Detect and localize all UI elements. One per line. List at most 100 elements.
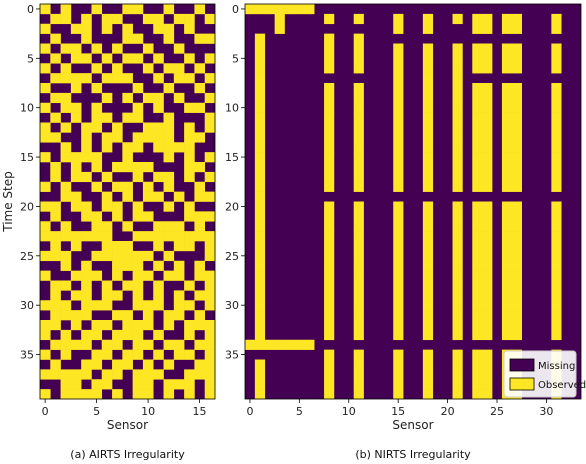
heatmap-cell: [472, 132, 483, 143]
heatmap-cell: [254, 73, 266, 84]
heatmap-cell: [40, 250, 51, 262]
heatmap-cell: [452, 162, 463, 173]
heatmap-cell: [472, 142, 483, 153]
heatmap-cell: [501, 112, 513, 123]
heatmap-cell: [40, 270, 51, 281]
heatmap-cell: [452, 349, 463, 360]
heatmap-cell: [353, 231, 364, 242]
heatmap-cell: [472, 280, 483, 291]
heatmap-cell: [184, 122, 195, 133]
heatmap-cell: [551, 102, 562, 113]
heatmap-cell: [254, 132, 266, 143]
heatmap-cell: [511, 171, 522, 183]
heatmap-cell: [101, 280, 113, 291]
heatmap-cell: [324, 231, 335, 242]
heatmap-cell: [81, 53, 92, 64]
heatmap-cell: [91, 152, 103, 163]
heatmap-cell: [132, 389, 144, 400]
heatmap-cell: [81, 300, 92, 311]
heatmap-cell: [254, 4, 266, 15]
heatmap-cell: [184, 231, 195, 242]
y-tick-label: 0: [27, 3, 34, 16]
heatmap-cell: [472, 221, 483, 232]
heatmap-cell: [50, 132, 61, 143]
heatmap-cell: [482, 63, 493, 74]
heatmap-cell: [551, 23, 562, 34]
heatmap-cell: [60, 181, 72, 192]
heatmap-cell: [153, 23, 164, 34]
heatmap-cell: [501, 231, 513, 242]
heatmap-cell: [511, 221, 522, 232]
heatmap-cell: [153, 13, 164, 25]
heatmap-cell: [501, 162, 513, 173]
heatmap-cell: [50, 250, 61, 262]
heatmap-cell: [142, 270, 154, 281]
heatmap-cell: [50, 13, 61, 25]
heatmap-cell: [122, 73, 133, 84]
panel-caption: (a) AIRTS Irregularity: [70, 448, 185, 461]
heatmap-cell: [482, 379, 493, 390]
heatmap-cell: [132, 83, 144, 94]
heatmap-cell: [393, 280, 404, 291]
heatmap-cell: [324, 53, 335, 64]
heatmap-cell: [324, 112, 335, 123]
heatmap-cell: [70, 379, 82, 390]
heatmap-cell: [194, 63, 205, 74]
heatmap-cell: [254, 171, 266, 183]
heatmap-cell: [324, 221, 335, 232]
heatmap-cell: [184, 53, 195, 64]
heatmap-cell: [422, 171, 434, 183]
heatmap-cell: [50, 53, 61, 64]
heatmap-cell: [482, 221, 493, 232]
heatmap-cell: [70, 191, 82, 202]
heatmap-cell: [163, 112, 175, 123]
heatmap-cell: [422, 211, 434, 222]
heatmap-cell: [70, 389, 82, 400]
heatmap-cell: [422, 53, 434, 64]
heatmap-cell: [353, 102, 364, 113]
heatmap-cell: [204, 13, 216, 25]
heatmap-cell: [422, 162, 434, 173]
heatmap-cell: [184, 280, 195, 291]
heatmap-cell: [353, 33, 364, 44]
heatmap-cell: [393, 181, 404, 192]
heatmap-cell: [393, 132, 404, 143]
heatmap-cell: [153, 122, 164, 133]
heatmap-cell: [81, 211, 92, 222]
heatmap-cell: [112, 290, 123, 301]
heatmap-cell: [40, 83, 51, 94]
heatmap-nirts: 0 5 10 15 20 25 30 0 5 10 15 20 25 30 35 Sensor (b) NIRT…: [225, 3, 582, 461]
heatmap-cell: [551, 201, 562, 212]
heatmap-cell: [452, 83, 463, 94]
heatmap-cell: [163, 270, 175, 281]
heatmap-cell: [194, 310, 205, 321]
heatmap-cell: [254, 102, 266, 113]
heatmap-cell: [511, 310, 522, 321]
heatmap-cell: [194, 191, 205, 202]
heatmap-cell: [204, 33, 216, 44]
heatmap-cell: [153, 191, 164, 202]
heatmap-cell: [393, 13, 404, 25]
heatmap-cell: [204, 250, 216, 262]
heatmap-cell: [393, 162, 404, 173]
heatmap-cell: [91, 389, 103, 400]
heatmap-cell: [422, 142, 434, 153]
heatmap-cell: [204, 231, 216, 242]
heatmap-cell: [101, 171, 113, 183]
heatmap-cell: [482, 359, 493, 370]
heatmap-cell: [254, 191, 266, 202]
heatmap-cell: [452, 201, 463, 212]
heatmap-cell: [163, 359, 175, 370]
heatmap-cell: [482, 83, 493, 94]
heatmap-cell: [40, 181, 51, 192]
heatmap-cell: [50, 290, 61, 301]
heatmap-cell: [393, 23, 404, 34]
heatmap-cell: [132, 171, 144, 183]
heatmap-cell: [112, 181, 123, 192]
y-tick-label: 5: [232, 52, 239, 65]
heatmap-cell: [254, 33, 266, 44]
heatmap-cell: [254, 300, 266, 311]
heatmap-cell: [353, 290, 364, 301]
heatmap-cell: [472, 152, 483, 163]
heatmap-cell: [324, 329, 335, 341]
